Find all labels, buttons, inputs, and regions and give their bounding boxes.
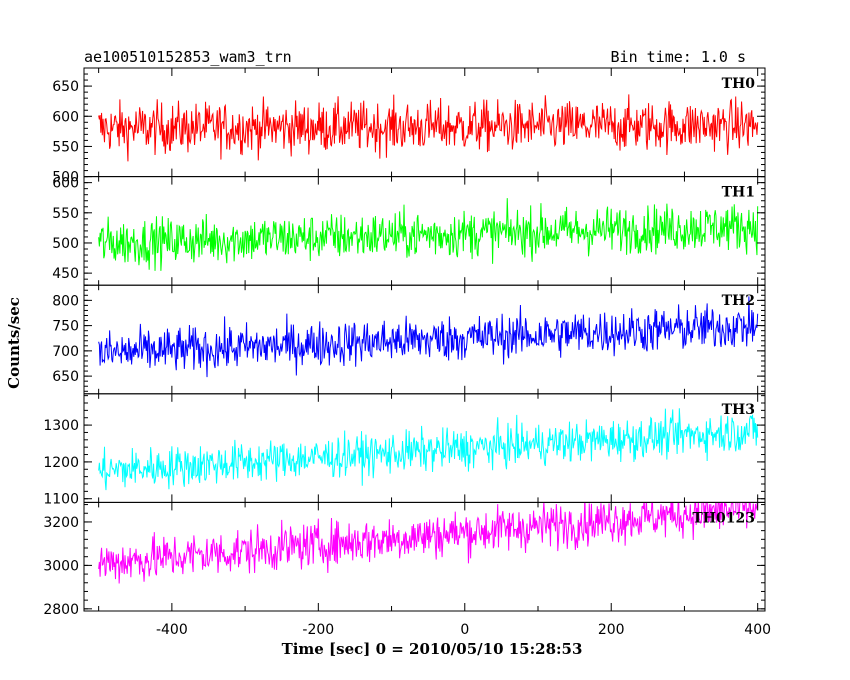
series-line-th0 [98,94,759,162]
y-tick-label: 550 [52,139,79,155]
panel-label-th1: TH1 [722,185,755,201]
panel-th0123: 2800 3000 3200 TH0123 [43,501,766,618]
y-tick-label: 3000 [43,558,79,574]
y-tick-label: 3200 [43,515,79,531]
y-tick-label: 750 [52,319,79,335]
y-tick-label: 500 [52,236,79,252]
x-tick-label: 0 [460,622,469,638]
x-tick-label: 200 [598,622,625,638]
panel-th3: 1100 1200 1300 TH3 [43,393,766,508]
x-tick-label: -200 [302,622,334,638]
x-tick-label: 400 [744,622,771,638]
y-tick-label: 1100 [43,492,79,508]
y-tick-label: 550 [52,206,79,222]
x-axis-label: Time [sec] 0 = 2010/05/10 15:28:53 [282,640,583,658]
panel-label-th2: TH2 [722,293,755,309]
y-tick-label: 2800 [43,602,79,618]
panel-label-th0123: TH0123 [692,510,755,526]
y-axis-label: Counts/sec [5,297,23,389]
y-tick-label: 450 [52,266,79,282]
y-tick-label: 700 [52,344,79,360]
chart-title: ae100510152853_wam3_trn [84,48,292,66]
y-tick-label: 600 [52,176,79,192]
y-tick-label: 1200 [43,455,79,471]
x-axis: -400 -200 0 200 400 [156,622,771,638]
panel-label-th0: TH0 [722,76,756,92]
y-tick-label: 500 [52,170,79,186]
panel-th0: 500 550 600 650 TH0 [52,67,766,186]
panel-th2: 650 700 750 800 TH2 [52,284,766,395]
bin-time-label: Bin time: 1.0 s [611,48,746,66]
panels-group: 500 550 600 650 TH0 450 500 550 600 TH1 650 700 750 8… [43,67,766,618]
y-tick-label: 650 [52,369,79,385]
y-tick-label: 600 [52,109,79,125]
series-line-th3 [98,408,759,491]
panel-label-th3: TH3 [722,402,755,418]
y-tick-label: 650 [52,79,79,95]
panel-frame [83,284,766,395]
y-tick-label: 800 [52,293,79,309]
panel-th1: 450 500 550 600 TH1 [52,176,766,286]
series-line-th0123 [98,502,758,584]
y-tick-label: 1300 [43,418,79,434]
series-line-th1 [98,198,759,271]
series-line-th2 [98,296,759,378]
x-tick-label: -400 [156,622,188,638]
